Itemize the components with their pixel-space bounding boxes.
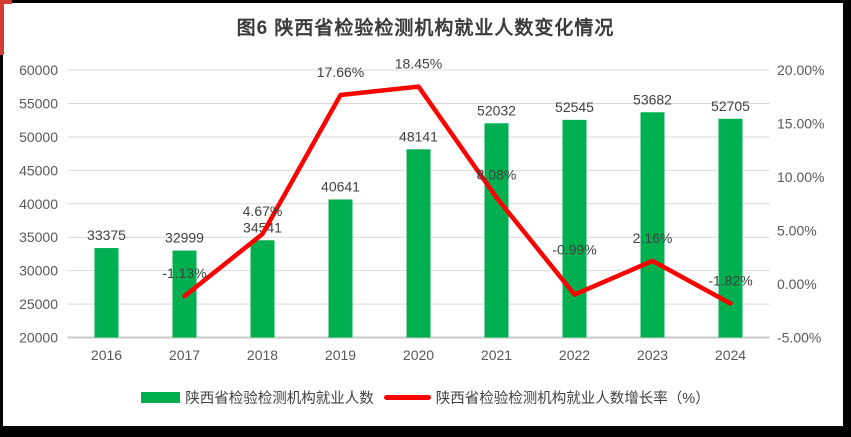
photo-artifact-red-corner-horizontal xyxy=(0,0,12,4)
photo-artifact-bottom-edge xyxy=(0,426,851,437)
bar-2019 xyxy=(328,199,353,338)
y-left-tick-label: 55000 xyxy=(19,95,58,111)
photo-artifact-right-edge xyxy=(843,0,851,437)
growth-rate-line xyxy=(182,84,733,306)
x-tick-label: 2017 xyxy=(169,347,200,363)
chart-title: 图6 陕西省检验检测机构就业人数变化情况 xyxy=(236,18,615,39)
bar-value-label: 33375 xyxy=(87,227,126,243)
y-left-tick-label: 25000 xyxy=(19,296,58,312)
bar-value-label: 34541 xyxy=(243,219,282,235)
legend-item-growth-rate: 陕西省检验检测机构就业人数增长率（%） xyxy=(383,387,710,408)
x-tick-label: 2016 xyxy=(91,347,122,363)
line-value-label: 8.08% xyxy=(477,167,517,183)
line-value-label: -1.13% xyxy=(162,265,206,281)
x-tick-label: 2018 xyxy=(247,347,278,363)
y-left-tick-label: 35000 xyxy=(19,229,58,245)
y-right-tick-label: 15.00% xyxy=(777,116,824,132)
bar-value-label: 52032 xyxy=(477,102,516,118)
bar-value-label: 48141 xyxy=(399,128,438,144)
x-tick-label: 2020 xyxy=(403,347,434,363)
bar-2022 xyxy=(562,119,587,338)
y-right-tick-label: 0.00% xyxy=(777,276,817,292)
x-tick-label: 2022 xyxy=(559,347,590,363)
y-right-tick-label: -5.00% xyxy=(777,330,821,346)
y-left-tick-label: 40000 xyxy=(19,196,58,212)
y-left-tick-label: 30000 xyxy=(19,263,58,279)
legend-label-growth-rate: 陕西省检验检测机构就业人数增长率（%） xyxy=(435,391,710,407)
line-value-label: 4.67% xyxy=(243,203,283,219)
photo-artifact-red-corner-vertical xyxy=(0,0,4,55)
x-tick-label: 2021 xyxy=(481,347,512,363)
legend-bar-swatch xyxy=(141,392,181,403)
photo-artifact-left-edge xyxy=(0,0,3,437)
x-tick-label: 2019 xyxy=(325,347,356,363)
line-value-label: -0.99% xyxy=(552,242,596,258)
bar-value-label: 40641 xyxy=(321,178,360,194)
line-value-label: 17.66% xyxy=(317,64,364,80)
y-right-tick-label: 5.00% xyxy=(777,223,817,239)
y-left-tick-label: 60000 xyxy=(19,62,58,78)
bar-2021 xyxy=(484,123,509,338)
legend-item-employment: 陕西省检验检测机构就业人数 xyxy=(141,387,374,408)
line-value-label: 18.45% xyxy=(395,56,442,72)
legend-label-employment: 陕西省检验检测机构就业人数 xyxy=(185,391,374,407)
photo-artifact-top-edge xyxy=(0,0,851,3)
legend-line-swatch xyxy=(383,395,431,400)
chart-legend: 陕西省检验检测机构就业人数 陕西省检验检测机构就业人数增长率（%） xyxy=(0,387,851,408)
bar-2023 xyxy=(640,112,665,338)
bar-2020 xyxy=(406,149,431,338)
bar-2018 xyxy=(250,240,275,338)
line-value-label: 2.16% xyxy=(633,230,673,246)
bar-value-label: 52545 xyxy=(555,99,594,115)
y-left-tick-label: 50000 xyxy=(19,129,58,145)
y-left-tick-label: 45000 xyxy=(19,162,58,178)
bar-value-label: 52705 xyxy=(711,98,750,114)
x-tick-label: 2024 xyxy=(715,347,746,363)
y-right-tick-label: 20.00% xyxy=(777,62,824,78)
bar-2016 xyxy=(94,248,119,338)
bar-value-label: 53682 xyxy=(633,91,672,107)
y-left-tick-label: 20000 xyxy=(19,330,58,346)
bar-value-label: 32999 xyxy=(165,230,204,246)
y-right-tick-label: 10.00% xyxy=(777,169,824,185)
line-value-label: -1.82% xyxy=(708,272,752,288)
x-tick-label: 2023 xyxy=(637,347,668,363)
